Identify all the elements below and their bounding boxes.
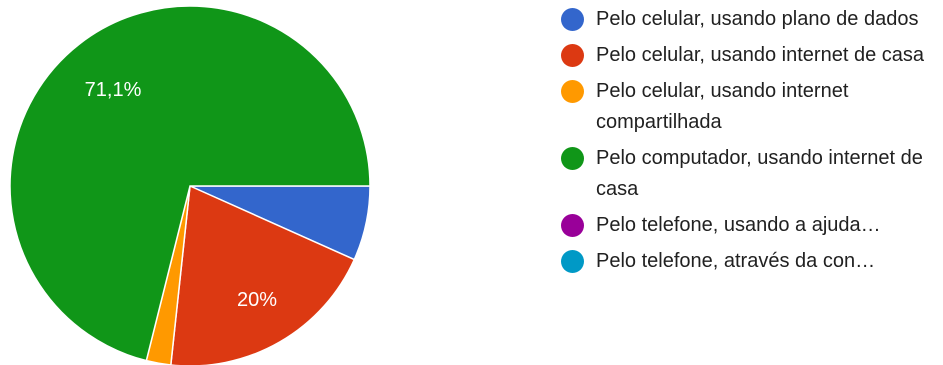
legend-item-5[interactable]: Pelo telefone, usando a ajuda… [561, 210, 936, 241]
legend-swatch-4 [561, 147, 584, 170]
legend-label-3: Pelo celular, usando internet compartilh… [596, 80, 849, 133]
legend-swatch-3 [561, 80, 584, 103]
legend-item-6[interactable]: Pelo telefone, através da con… [561, 246, 936, 277]
legend-item-1[interactable]: Pelo celular, usando plano de dados [561, 4, 936, 35]
legend-label-2: Pelo celular, usando internet de casa [596, 44, 924, 66]
legend-swatch-6 [561, 250, 584, 273]
pie-slice-4 [9, 5, 371, 362]
legend-label-1: Pelo celular, usando plano de dados [596, 8, 919, 30]
legend-swatch-5 [561, 214, 584, 237]
pie-slice-2 [170, 184, 356, 365]
legend-swatch-1 [561, 8, 584, 31]
legend-label-6: Pelo telefone, através da con… [596, 250, 876, 272]
legend-swatch-2 [561, 44, 584, 67]
slice-data-label-4: 71,1% [85, 79, 142, 101]
pie-chart: 20% 71,1% [9, 5, 371, 365]
slice-data-label-2: 20% [237, 289, 277, 311]
legend-label-4: Pelo computador, usando internet de casa [596, 147, 923, 200]
legend-label-5: Pelo telefone, usando a ajuda… [596, 214, 881, 236]
legend-item-3[interactable]: Pelo celular, usando internet compartilh… [561, 76, 936, 138]
legend-item-2[interactable]: Pelo celular, usando internet de casa [561, 40, 936, 71]
legend: Pelo celular, usando plano de dados Pelo … [561, 4, 936, 282]
legend-item-4[interactable]: Pelo computador, usando internet de casa [561, 143, 936, 205]
